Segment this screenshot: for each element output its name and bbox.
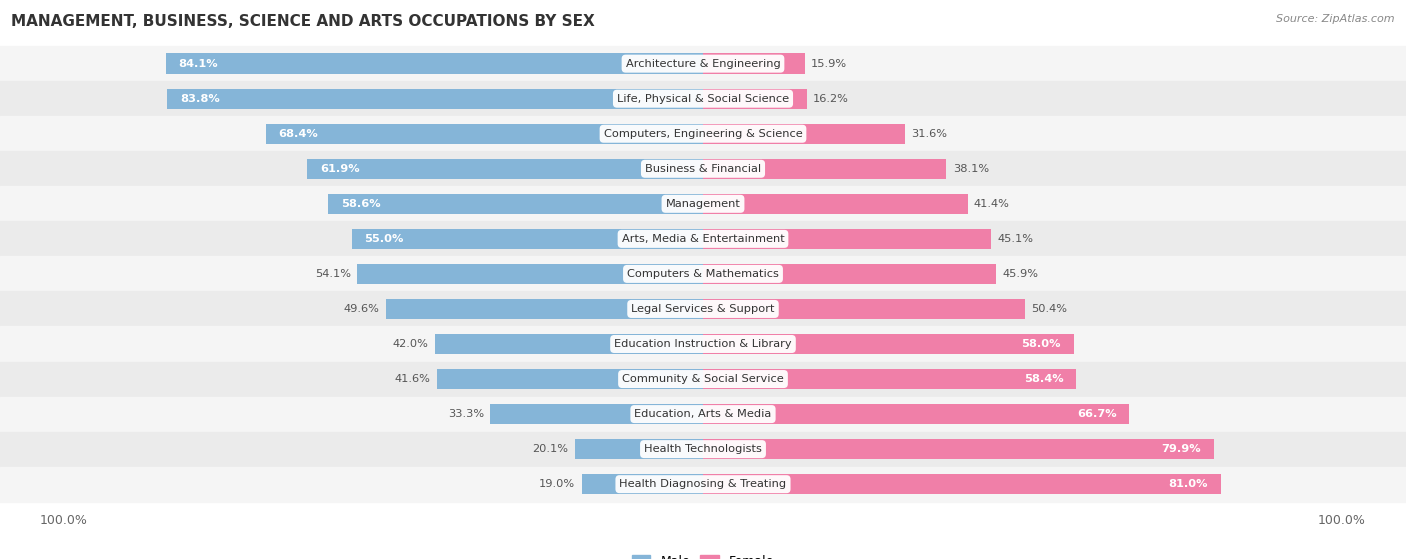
Bar [703, 88, 807, 109]
Text: Health Diagnosing & Treating: Health Diagnosing & Treating [620, 479, 786, 489]
Bar [0, 432, 1406, 467]
Text: Community & Social Service: Community & Social Service [621, 374, 785, 384]
Bar [703, 159, 946, 179]
Bar [387, 299, 703, 319]
Bar [0, 46, 1406, 81]
Text: 19.0%: 19.0% [538, 479, 575, 489]
Bar [0, 467, 1406, 501]
Bar [703, 193, 967, 214]
Text: Architecture & Engineering: Architecture & Engineering [626, 59, 780, 69]
Bar [329, 193, 703, 214]
Bar [434, 334, 703, 354]
Text: Source: ZipAtlas.com: Source: ZipAtlas.com [1277, 14, 1395, 24]
Bar [266, 124, 703, 144]
Text: 20.1%: 20.1% [531, 444, 568, 454]
Bar [166, 54, 703, 74]
Bar [0, 326, 1406, 362]
Bar [491, 404, 703, 424]
Legend: Male, Female: Male, Female [627, 550, 779, 559]
Bar [703, 474, 1220, 494]
Text: 50.4%: 50.4% [1032, 304, 1067, 314]
Bar [703, 299, 1025, 319]
Text: Health Technologists: Health Technologists [644, 444, 762, 454]
Text: 66.7%: 66.7% [1077, 409, 1116, 419]
Bar [0, 151, 1406, 186]
Bar [703, 264, 997, 284]
Text: 58.4%: 58.4% [1024, 374, 1063, 384]
Bar [0, 291, 1406, 326]
Text: 38.1%: 38.1% [953, 164, 988, 174]
Text: Legal Services & Support: Legal Services & Support [631, 304, 775, 314]
Text: 49.6%: 49.6% [343, 304, 380, 314]
Bar [703, 334, 1074, 354]
Bar [575, 439, 703, 459]
Bar [703, 124, 905, 144]
Bar [0, 396, 1406, 432]
Text: 79.9%: 79.9% [1161, 444, 1201, 454]
Text: 83.8%: 83.8% [180, 94, 219, 104]
Text: Computers, Engineering & Science: Computers, Engineering & Science [603, 129, 803, 139]
Text: Life, Physical & Social Science: Life, Physical & Social Science [617, 94, 789, 104]
Bar [582, 474, 703, 494]
Text: 68.4%: 68.4% [278, 129, 318, 139]
Text: 41.6%: 41.6% [395, 374, 430, 384]
Bar [0, 257, 1406, 291]
Text: Management: Management [665, 199, 741, 209]
Bar [0, 186, 1406, 221]
Text: 54.1%: 54.1% [315, 269, 352, 279]
Text: Arts, Media & Entertainment: Arts, Media & Entertainment [621, 234, 785, 244]
Text: 84.1%: 84.1% [179, 59, 218, 69]
Text: 45.9%: 45.9% [1002, 269, 1039, 279]
Bar [167, 88, 703, 109]
Bar [703, 404, 1129, 424]
Bar [0, 221, 1406, 257]
Text: MANAGEMENT, BUSINESS, SCIENCE AND ARTS OCCUPATIONS BY SEX: MANAGEMENT, BUSINESS, SCIENCE AND ARTS O… [11, 14, 595, 29]
Bar [703, 439, 1213, 459]
Bar [352, 229, 703, 249]
Bar [0, 81, 1406, 116]
Bar [703, 369, 1076, 389]
Text: 45.1%: 45.1% [998, 234, 1033, 244]
Text: Education, Arts & Media: Education, Arts & Media [634, 409, 772, 419]
Text: Education Instruction & Library: Education Instruction & Library [614, 339, 792, 349]
Bar [308, 159, 703, 179]
Text: 33.3%: 33.3% [447, 409, 484, 419]
Text: 61.9%: 61.9% [321, 164, 360, 174]
Bar [0, 116, 1406, 151]
Text: 42.0%: 42.0% [392, 339, 429, 349]
Bar [0, 362, 1406, 396]
Text: 81.0%: 81.0% [1168, 479, 1208, 489]
Text: 41.4%: 41.4% [974, 199, 1010, 209]
Text: 58.6%: 58.6% [342, 199, 381, 209]
Text: Computers & Mathematics: Computers & Mathematics [627, 269, 779, 279]
Text: 15.9%: 15.9% [811, 59, 848, 69]
Text: 31.6%: 31.6% [911, 129, 948, 139]
Text: 16.2%: 16.2% [813, 94, 849, 104]
Bar [357, 264, 703, 284]
Bar [703, 229, 991, 249]
Text: Business & Financial: Business & Financial [645, 164, 761, 174]
Bar [437, 369, 703, 389]
Text: 55.0%: 55.0% [364, 234, 404, 244]
Text: 58.0%: 58.0% [1021, 339, 1062, 349]
Bar [703, 54, 804, 74]
